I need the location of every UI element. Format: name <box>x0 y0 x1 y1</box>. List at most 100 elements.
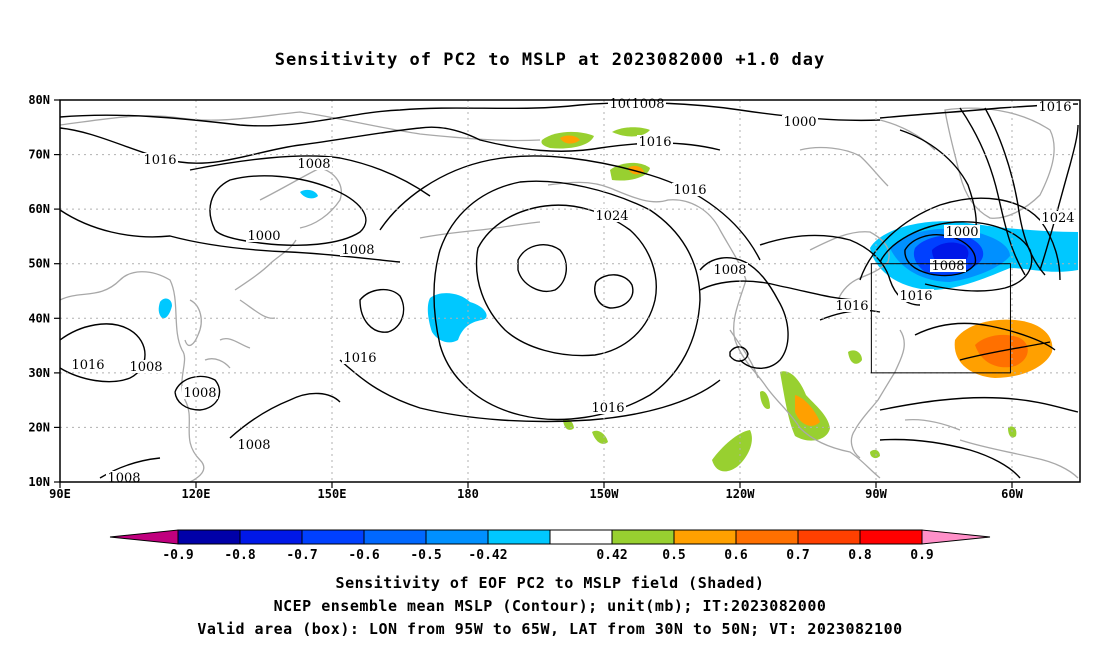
contour-label-bg <box>898 289 934 302</box>
contour-label-bg <box>236 438 272 451</box>
contour-line-1016-pacific-outer <box>379 155 761 261</box>
caption-contour: NCEP ensemble mean MSLP (Contour); unit(… <box>273 597 827 615</box>
shade-patch-green-pacific-1 <box>712 430 752 472</box>
contour-line-1008-north <box>59 102 881 127</box>
lon-label-90W: 90W <box>865 487 887 501</box>
colorbar-segment <box>363 529 427 545</box>
colorbar-label: -0.42 <box>468 548 507 563</box>
colorbar-segment <box>301 529 365 545</box>
contour-line-atlantic-ridge <box>959 107 1026 276</box>
contour-label-bg <box>637 135 673 148</box>
lat-label-50N: 50N <box>28 257 50 271</box>
map-frame <box>59 99 1081 483</box>
contour-line-1016-north <box>59 126 721 164</box>
contour-line-1000-siberia <box>209 175 367 246</box>
contour-label-layer: 1008 1016 1000 1016 1008 1016 1016 1024 1000 1008… <box>70 97 1076 486</box>
colorbar-label: 0.8 <box>848 548 872 563</box>
lat-label-70N: 70N <box>28 148 50 162</box>
contour-line-1016-south <box>339 359 721 423</box>
axis-ticks <box>54 99 1013 488</box>
map-title: Sensitivity of PC2 to MSLP at 2023082000… <box>274 50 826 70</box>
shade-patch-green-pacific-2 <box>848 350 862 364</box>
contour-label-bg <box>1040 211 1076 224</box>
colorbar-label: 0.5 <box>662 548 685 563</box>
contour-label: 1016 <box>899 289 932 304</box>
coastline-na-east <box>850 329 905 459</box>
valid-area-box <box>870 263 1011 374</box>
colorbar-labels: -0.9 -0.8 -0.7 -0.6 -0.5 -0.42 0.42 0.5 0.6 0.7 0.… <box>162 548 933 563</box>
contour-label: 1016 <box>638 135 671 150</box>
shade-patch-orange-arctic <box>560 135 580 144</box>
coastline-korea <box>184 299 202 347</box>
colorbar-low-arrow <box>109 529 179 545</box>
contour-line-tropics <box>879 438 1021 479</box>
caption-shading: Sensitivity of EOF PC2 to MSLP field (Sh… <box>335 574 765 592</box>
colorbar-segment <box>859 529 923 545</box>
contour-label-bg <box>1037 100 1073 113</box>
colorbar-label: 0.6 <box>724 548 748 563</box>
contour-label-bg <box>944 225 980 238</box>
colorbar-segment <box>487 529 551 545</box>
contour-label: 1008 <box>107 471 140 486</box>
contour-label-bg <box>594 209 630 222</box>
contour-line-atlantic-ridge-2 <box>984 107 1046 276</box>
contour-line-atlantic-1016 <box>859 197 1061 281</box>
lat-label-80N: 80N <box>28 93 50 107</box>
contour-label-bg <box>142 153 178 166</box>
caption-valid-area: Valid area (box): LON from 95W to 65W, L… <box>197 620 903 638</box>
lat-label-30N: 30N <box>28 366 50 380</box>
colorbar-label: -0.8 <box>224 548 255 563</box>
contour-label-bg <box>70 358 106 371</box>
contour-label-bg <box>930 259 966 272</box>
contour-label: 1008 <box>297 157 330 172</box>
contour-label-bg <box>246 229 282 242</box>
contour-line-subtropics <box>879 396 1079 413</box>
lon-label-150W: 150W <box>590 487 620 501</box>
contour-line-atlantic-eastward <box>959 341 1051 361</box>
graticule-layer <box>60 100 1080 482</box>
contour-label: 1000 <box>945 225 978 240</box>
colorbar-high-arrow <box>921 529 991 545</box>
contour-label: 1016 <box>1038 100 1071 115</box>
shade-patch-blue-kamchatka <box>300 189 318 199</box>
colorbar-label: -0.5 <box>410 548 441 563</box>
coastline-east-asia <box>59 271 205 483</box>
shade-patch-green-gulf <box>870 449 880 459</box>
contour-line-na-low <box>699 257 789 369</box>
contour-line-high-1024 <box>475 204 657 357</box>
contour-label: 1000 <box>247 229 280 244</box>
contour-label-bg <box>128 360 164 373</box>
lon-label-60W: 60W <box>1001 487 1023 501</box>
lat-label-60N: 60N <box>28 202 50 216</box>
contour-label: 1008 <box>237 438 270 453</box>
coastline-layer <box>59 107 1079 483</box>
contour-label-bg <box>340 243 376 256</box>
shade-patch-green-pacific-3 <box>592 430 608 444</box>
contour-label: 1016 <box>71 358 104 373</box>
contour-label: 1008 <box>713 263 746 278</box>
lon-label-150E: 150E <box>318 487 347 501</box>
coastline-baja <box>729 329 759 379</box>
colorbar-segment <box>549 529 613 545</box>
contour-label: 1024 <box>595 209 628 224</box>
colorbar-label: 0.42 <box>596 548 627 563</box>
contour-line-1008-siberia <box>189 155 431 197</box>
lon-label-90E: 90E <box>49 487 71 501</box>
coastline-south-america <box>959 439 1079 479</box>
shade-patch-blue-pacific <box>427 293 487 343</box>
contour-line-1008-na <box>699 280 861 301</box>
colorbar-segment <box>239 529 303 545</box>
colorbar <box>109 529 991 545</box>
contour-line-high-1016 <box>433 180 701 421</box>
contour-label: 1008 <box>341 243 374 258</box>
contour-label: 1016 <box>591 401 624 416</box>
contour-line-atlantic-1016-south <box>914 322 1056 351</box>
coastline-kamchatka <box>259 167 342 229</box>
colorbar-segment <box>797 529 861 545</box>
coastline-cuba <box>904 418 961 431</box>
contour-label: 1024 <box>1041 211 1074 226</box>
latitude-labels: 80N 70N 60N 50N 40N 30N 20N 10N <box>28 93 50 489</box>
contour-label-bg <box>834 299 870 312</box>
contour-label: 1016 <box>835 299 868 314</box>
